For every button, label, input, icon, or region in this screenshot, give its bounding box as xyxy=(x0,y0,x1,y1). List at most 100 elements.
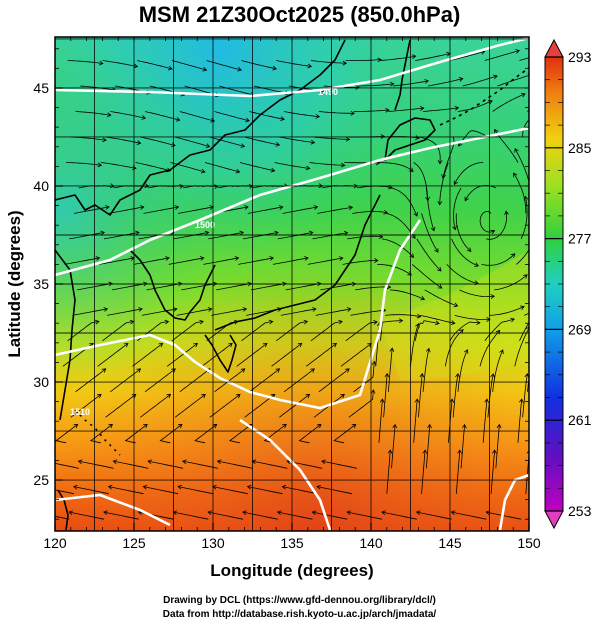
streamline-arrow xyxy=(513,172,518,178)
streamline xyxy=(124,424,148,444)
streamline xyxy=(203,257,239,265)
streamline xyxy=(378,162,414,172)
streamline-arrow xyxy=(419,372,425,378)
coastline-korea xyxy=(129,249,216,321)
streamline-arrow xyxy=(416,313,422,319)
streamline xyxy=(209,136,245,147)
streamline xyxy=(446,264,479,284)
streamline-arrow xyxy=(332,342,338,348)
streamline-arrow xyxy=(96,393,102,399)
streamline-arrow xyxy=(307,63,313,69)
streamline xyxy=(516,248,529,265)
streamline xyxy=(181,283,217,291)
streamline xyxy=(284,111,320,118)
streamline xyxy=(176,308,212,316)
streamline xyxy=(416,511,452,520)
streamline-arrow xyxy=(166,393,172,399)
streamline xyxy=(99,257,135,265)
streamline xyxy=(391,187,418,217)
streamline-arrow xyxy=(466,247,472,252)
streamline-arrow xyxy=(519,305,525,311)
streamline xyxy=(247,486,283,495)
streamline xyxy=(380,55,416,61)
streamline-arrow xyxy=(164,319,170,325)
streamline xyxy=(481,253,516,266)
streamline-arrow xyxy=(343,230,349,236)
streamline-arrow xyxy=(242,307,248,312)
streamline-arrow xyxy=(204,230,210,236)
streamline xyxy=(178,486,214,495)
streamline-arrow xyxy=(525,326,529,330)
streamline xyxy=(342,260,378,265)
streamline xyxy=(320,283,356,291)
streamline xyxy=(386,450,391,494)
streamline xyxy=(175,136,210,147)
streamline-arrow xyxy=(212,423,218,429)
streamline xyxy=(145,111,180,121)
streamline xyxy=(479,211,495,233)
streamline xyxy=(194,424,217,444)
streamline xyxy=(347,235,383,240)
streamline-arrow xyxy=(103,510,108,515)
streamline-arrow xyxy=(490,294,495,299)
streamline xyxy=(159,424,183,444)
streamline xyxy=(144,368,176,393)
streamline-arrow xyxy=(463,349,469,354)
streamline-arrow xyxy=(371,360,377,366)
streamline xyxy=(171,321,204,342)
streamline xyxy=(531,425,535,469)
streamline xyxy=(459,289,495,297)
streamline-arrow xyxy=(201,393,206,399)
streamline-arrow xyxy=(338,256,344,261)
streamline xyxy=(208,232,244,240)
streamline xyxy=(388,348,393,392)
streamline xyxy=(55,462,79,469)
streamline-arrow xyxy=(246,484,252,490)
streamline-arrow xyxy=(133,63,139,69)
streamline-arrow xyxy=(147,459,152,465)
streamline-arrow xyxy=(123,342,129,348)
streamline-arrow xyxy=(485,510,491,515)
streamline-arrow xyxy=(441,174,446,179)
coastline-ryukyu xyxy=(74,409,121,456)
streamline xyxy=(358,83,394,87)
streamline xyxy=(282,486,318,495)
streamline-arrow xyxy=(234,256,240,261)
streamline-arrow xyxy=(449,398,455,403)
streamline-arrow xyxy=(345,136,351,142)
streamline-arrow xyxy=(207,510,213,515)
credit-data: Data from http://database.rish.kyoto-u.a… xyxy=(162,609,437,620)
coastline-taiwan xyxy=(57,489,69,531)
streamline xyxy=(170,162,206,173)
streamline-arrow xyxy=(240,368,246,373)
streamline-arrow xyxy=(143,423,148,429)
streamline xyxy=(489,306,525,316)
streamline xyxy=(113,460,149,469)
streamline-arrow xyxy=(282,281,287,287)
streamline-arrow xyxy=(139,205,145,210)
streamline-arrow xyxy=(202,66,208,72)
x-tick-label: 135 xyxy=(280,535,304,551)
streamline xyxy=(451,238,479,267)
streamline-arrow xyxy=(207,307,213,312)
coastline-kurils xyxy=(439,67,529,126)
streamline xyxy=(242,511,278,520)
streamline xyxy=(214,111,250,122)
credits: Drawing by DCL (https://www.gfd-dennou.o… xyxy=(0,594,599,622)
streamline-arrow xyxy=(435,320,440,326)
streamline-arrow xyxy=(457,449,462,454)
streamline-arrow xyxy=(269,256,275,261)
streamline xyxy=(312,232,348,240)
streamline-arrow xyxy=(99,60,104,66)
streamline xyxy=(105,394,137,418)
streamline xyxy=(108,486,144,495)
streamline-arrow xyxy=(389,81,395,87)
streamline xyxy=(414,320,440,341)
streamline xyxy=(453,187,462,230)
streamline xyxy=(72,308,108,316)
streamline-arrow xyxy=(100,230,105,236)
streamline xyxy=(527,375,529,392)
streamline xyxy=(247,206,283,214)
streamline-arrow xyxy=(346,510,352,515)
streamline xyxy=(416,238,442,272)
